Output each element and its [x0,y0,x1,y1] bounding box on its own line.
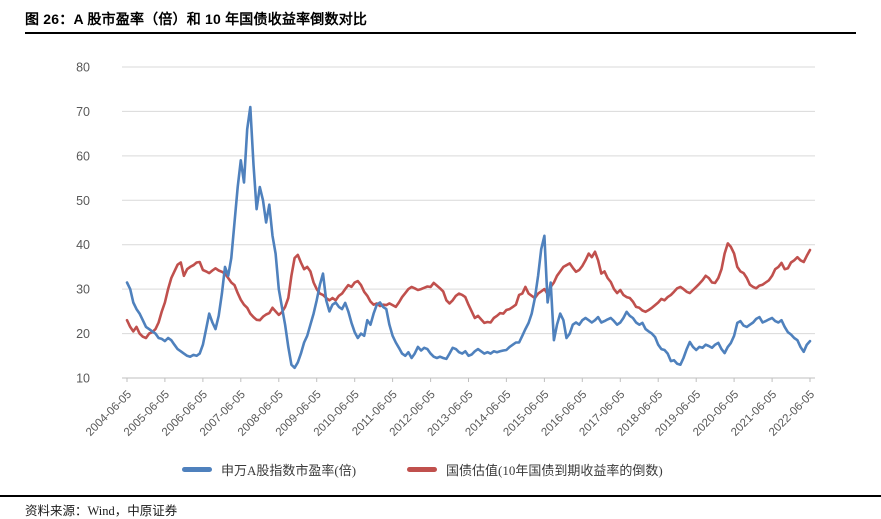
pe-line-swatch-icon [182,466,212,472]
page-title: 图 26：A 股市盈率（倍）和 10 年国债收益率倒数对比 [25,11,368,27]
svg-text:50: 50 [76,194,90,208]
bond-line-swatch-icon [407,466,437,472]
svg-text:80: 80 [76,61,90,75]
pe-vs-bond-chart: 10203040506070802004-06-052005-06-052006… [76,61,817,439]
bond-valuation-series-line [125,242,812,340]
footer-rule [0,495,881,497]
legend-item-bond-valuation: 国债估值(10年国债到期收益率的倒数) [407,461,663,478]
legend-item-pe: 申万A股指数市盈率(倍) [182,461,357,478]
svg-text:40: 40 [76,238,90,252]
source-note: 资料来源：Wind，中原证券 [25,504,178,518]
svg-text:60: 60 [76,149,90,163]
pe-legend-label: 申万A股指数市盈率(倍) [221,462,357,478]
svg-text:70: 70 [76,105,90,119]
svg-text:20: 20 [76,327,90,341]
svg-text:10: 10 [76,372,90,386]
bond-legend-label: 国债估值(10年国债到期收益率的倒数) [446,462,663,478]
svg-text:30: 30 [76,283,90,297]
pe-series-line [125,105,812,370]
title-underline-rule [25,32,856,34]
